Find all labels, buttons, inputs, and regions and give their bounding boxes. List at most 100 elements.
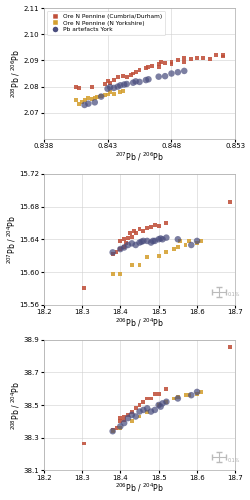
X-axis label: $^{206}$Pb / $^{204}$Pb: $^{206}$Pb / $^{204}$Pb [114, 482, 163, 494]
Point [137, 262, 141, 270]
Point [112, 84, 116, 92]
Point [183, 391, 187, 399]
Point [160, 236, 164, 244]
Point [110, 250, 114, 258]
Point [80, 98, 84, 106]
Point [129, 262, 133, 270]
Point [158, 234, 162, 242]
Point [164, 219, 168, 227]
Point [126, 234, 130, 241]
Point [141, 227, 145, 235]
Point [194, 390, 198, 398]
Point [122, 416, 126, 424]
Point [110, 270, 114, 278]
Point [118, 424, 122, 432]
Point [152, 390, 156, 398]
Point [207, 55, 211, 63]
Point [137, 412, 141, 420]
Point [137, 66, 141, 74]
Point [105, 90, 109, 98]
Point [114, 248, 118, 256]
Point [131, 227, 135, 235]
Point [164, 234, 168, 241]
Point [152, 220, 156, 228]
X-axis label: $^{206}$Pb / $^{204}$Pb: $^{206}$Pb / $^{204}$Pb [114, 316, 163, 328]
Point [128, 228, 132, 236]
Point [144, 254, 148, 262]
Point [126, 241, 130, 249]
Point [128, 71, 132, 79]
Point [108, 88, 112, 96]
Point [160, 400, 164, 407]
Point [156, 401, 160, 409]
Point [144, 404, 148, 412]
Point [182, 54, 186, 62]
Point [126, 414, 130, 422]
Point [82, 440, 86, 448]
Point [194, 238, 198, 246]
Point [144, 224, 148, 232]
Point [141, 406, 145, 414]
Point [188, 391, 192, 399]
Point [115, 74, 119, 82]
Point [99, 92, 103, 100]
Point [122, 80, 126, 88]
Point [148, 408, 152, 416]
Point [171, 394, 175, 402]
Point [118, 245, 122, 253]
Point [126, 411, 130, 419]
Point [105, 78, 109, 86]
Point [86, 94, 90, 102]
Point [148, 223, 152, 231]
Point [146, 63, 150, 71]
Point [133, 404, 137, 412]
Point [133, 241, 137, 249]
Point [148, 394, 152, 402]
Point [213, 51, 217, 59]
Point [198, 237, 202, 245]
Text: 0.1%: 0.1% [226, 458, 239, 463]
Point [146, 76, 150, 84]
Point [82, 96, 86, 104]
Point [133, 68, 137, 76]
Point [129, 233, 133, 241]
Point [175, 393, 179, 401]
Text: 0.1%: 0.1% [226, 292, 239, 298]
Point [118, 82, 122, 90]
Point [82, 101, 86, 109]
X-axis label: $^{207}$Pb / $^{206}$Pb: $^{207}$Pb / $^{206}$Pb [114, 150, 163, 163]
Point [175, 236, 179, 244]
Point [148, 238, 152, 246]
Point [182, 58, 186, 66]
Point [182, 67, 186, 75]
Point [112, 76, 116, 84]
Point [175, 244, 179, 252]
Point [156, 401, 160, 409]
Point [186, 237, 190, 245]
Point [133, 228, 137, 236]
Point [188, 241, 192, 249]
Point [108, 83, 112, 91]
Point [144, 408, 148, 416]
Point [122, 244, 126, 252]
Point [162, 72, 166, 80]
Y-axis label: $^{208}$Pb / $^{204}$Pb: $^{208}$Pb / $^{204}$Pb [10, 380, 22, 430]
Point [156, 72, 160, 80]
Point [122, 412, 126, 420]
Point [102, 80, 106, 88]
Point [122, 236, 126, 244]
Point [171, 245, 175, 253]
Point [175, 394, 179, 402]
Point [118, 422, 122, 430]
Point [95, 93, 99, 101]
Point [164, 248, 168, 256]
Point [130, 70, 134, 78]
Point [137, 401, 141, 409]
Point [118, 270, 122, 278]
Point [194, 237, 198, 245]
Point [118, 418, 122, 426]
Point [102, 91, 106, 99]
Point [186, 391, 190, 399]
Point [92, 98, 96, 106]
Point [227, 343, 231, 351]
